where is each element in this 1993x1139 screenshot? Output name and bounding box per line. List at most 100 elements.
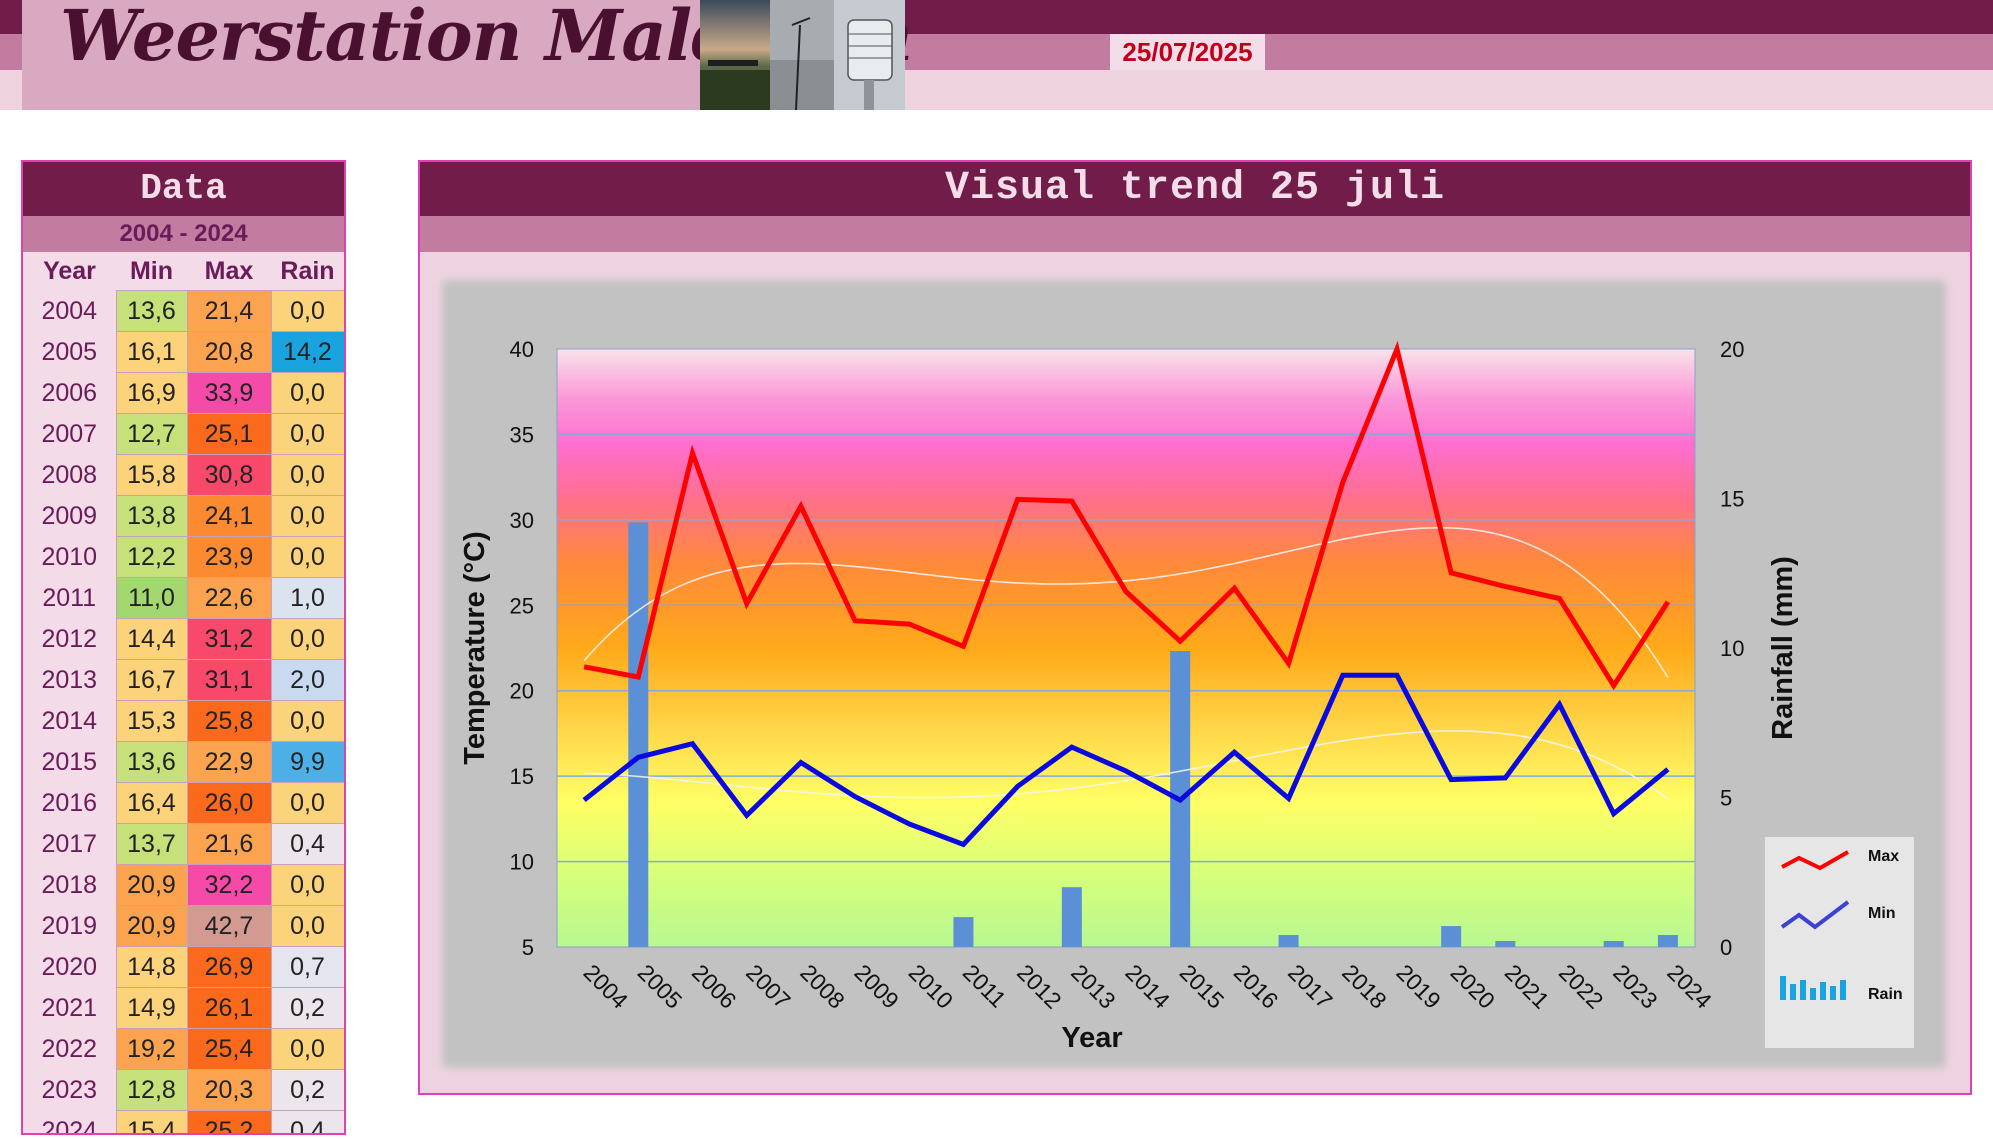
table-row: 2012 14,4 31,2 0,0 xyxy=(23,618,344,660)
min-cell: 16,1 xyxy=(115,331,188,373)
y2-tick-label: 20 xyxy=(1720,337,1744,362)
min-cell: 16,4 xyxy=(115,782,188,824)
table-row: 2004 13,6 21,4 0,0 xyxy=(23,290,344,332)
table-row: 2021 14,9 26,1 0,2 xyxy=(23,987,344,1029)
rain-cell: 0,0 xyxy=(270,864,344,906)
legend-rain-swatch xyxy=(1800,980,1806,1000)
min-cell: 16,7 xyxy=(115,659,188,701)
column-header-rain: Rain xyxy=(280,256,335,285)
max-cell: 31,2 xyxy=(186,618,272,660)
min-cell: 12,8 xyxy=(115,1069,188,1111)
max-cell: 21,6 xyxy=(186,823,272,865)
max-cell: 25,1 xyxy=(186,413,272,455)
year-cell: 2022 xyxy=(23,1028,116,1070)
rain-cell: 0,0 xyxy=(270,413,344,455)
rain-cell: 0,0 xyxy=(270,372,344,414)
rain-cell: 1,0 xyxy=(270,577,344,619)
y-axis-ticks: 5 10 15 20 25 30 35 40 xyxy=(510,337,534,960)
rain-bar xyxy=(1278,935,1299,947)
trend-line xyxy=(584,730,1669,800)
table-row: 2016 16,4 26,0 0,0 xyxy=(23,782,344,824)
legend-rain-swatch xyxy=(1810,988,1816,1000)
legend-box xyxy=(1765,837,1914,1048)
trend-line xyxy=(583,526,1669,679)
table-row: 2014 15,3 25,8 0,0 xyxy=(23,700,344,742)
rain-cell: 0,0 xyxy=(270,905,344,947)
table-row: 2009 13,8 24,1 0,0 xyxy=(23,495,344,537)
y2-axis-ticks: 0 5 10 15 20 xyxy=(1720,337,1744,960)
min-cell: 14,4 xyxy=(115,618,188,660)
rain-bar xyxy=(1495,941,1516,947)
series-line xyxy=(583,340,1670,691)
min-cell: 14,8 xyxy=(115,946,188,988)
rain-cell: 9,9 xyxy=(270,741,344,783)
year-cell: 2005 xyxy=(23,331,116,373)
rain-bar xyxy=(1061,887,1082,947)
year-cell: 2023 xyxy=(23,1069,116,1111)
y-tick-label: 20 xyxy=(510,679,534,704)
rain-cell: 0,7 xyxy=(270,946,344,988)
min-cell: 15,3 xyxy=(115,700,188,742)
max-cell: 24,1 xyxy=(186,495,272,537)
table-row: 2019 20,9 42,7 0,0 xyxy=(23,905,344,947)
table-row: 2013 16,7 31,1 2,0 xyxy=(23,659,344,701)
legend-rain-swatch xyxy=(1780,976,1786,1000)
legend-label: Max xyxy=(1868,848,1899,865)
max-cell: 26,0 xyxy=(186,782,272,824)
chart-legend: Max Min Rain xyxy=(1765,837,1914,1048)
legend-label: Rain xyxy=(1868,986,1903,1003)
y-tick-label: 40 xyxy=(510,337,534,362)
rain-bar xyxy=(953,917,974,947)
year-cell: 2017 xyxy=(23,823,116,865)
legend-rain-swatch xyxy=(1820,982,1826,1000)
table-row: 2020 14,8 26,9 0,7 xyxy=(23,946,344,988)
data-table-header: Year Min Max Rain xyxy=(23,252,344,291)
min-cell: 20,9 xyxy=(115,905,188,947)
year-cell: 2009 xyxy=(23,495,116,537)
data-table: Year Min Max Rain 2004 13,6 21,4 0,0 2005 16,… xyxy=(23,252,344,1133)
rain-cell: 0,0 xyxy=(270,290,344,332)
legend-min-swatch xyxy=(1780,900,1850,930)
year-cell: 2019 xyxy=(23,905,116,947)
y-tick-label: 25 xyxy=(510,593,534,618)
y-tick-label: 10 xyxy=(510,850,534,875)
year-cell: 2016 xyxy=(23,782,116,824)
chart-panel: Visual trend 25 juli xyxy=(418,160,1972,1095)
rain-cell: 2,0 xyxy=(270,659,344,701)
year-cell: 2014 xyxy=(23,700,116,742)
year-cell: 2024 xyxy=(23,1110,116,1133)
year-cell: 2018 xyxy=(23,864,116,906)
max-cell: 23,9 xyxy=(186,536,272,578)
table-row: 2007 12,7 25,1 0,0 xyxy=(23,413,344,455)
min-cell: 13,8 xyxy=(115,495,188,537)
y2-tick-label: 10 xyxy=(1720,636,1744,661)
legend-rain-swatch xyxy=(1790,984,1796,1000)
table-row: 2008 15,8 30,8 0,0 xyxy=(23,454,344,496)
max-cell: 20,3 xyxy=(186,1069,272,1111)
y2-axis-label: Rainfall (mm) xyxy=(1767,556,1799,740)
min-cell: 14,9 xyxy=(115,987,188,1029)
rain-cell: 0,0 xyxy=(270,700,344,742)
rain-cell: 0,4 xyxy=(270,823,344,865)
table-row: 2023 12,8 20,3 0,2 xyxy=(23,1069,344,1111)
plot-area xyxy=(556,348,1696,948)
min-cell: 13,6 xyxy=(115,741,188,783)
legend-rain-swatch xyxy=(1830,986,1836,1000)
y-tick-label: 35 xyxy=(510,422,534,447)
year-cell: 2004 xyxy=(23,290,116,332)
column-header-year: Year xyxy=(43,256,96,285)
max-cell: 25,2 xyxy=(186,1110,272,1133)
year-cell: 2020 xyxy=(23,946,116,988)
min-cell: 16,9 xyxy=(115,372,188,414)
max-cell: 26,9 xyxy=(186,946,272,988)
rain-cell: 0,0 xyxy=(270,454,344,496)
column-header-min: Min xyxy=(129,256,174,285)
rain-bar xyxy=(1603,941,1624,947)
min-cell: 15,8 xyxy=(115,454,188,496)
year-cell: 2008 xyxy=(23,454,116,496)
max-cell: 25,4 xyxy=(186,1028,272,1070)
y2-tick-label: 0 xyxy=(1720,935,1732,960)
table-row: 2005 16,1 20,8 14,2 xyxy=(23,331,344,373)
min-cell: 13,7 xyxy=(115,823,188,865)
